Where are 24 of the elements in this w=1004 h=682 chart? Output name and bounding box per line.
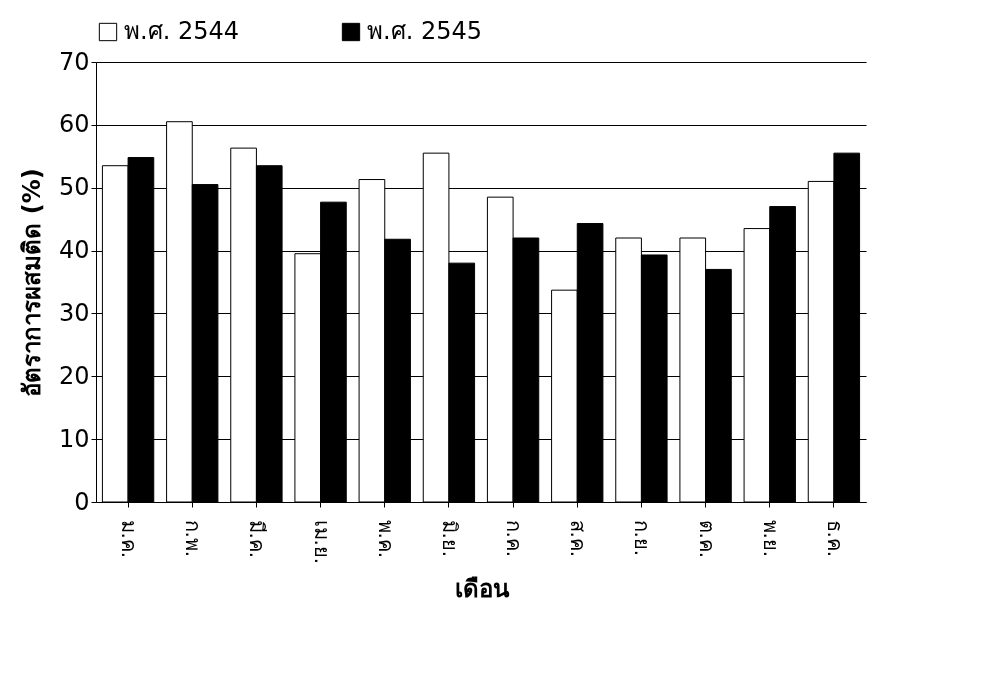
y-tick-label: 10 — [58, 424, 90, 453]
x-tick-label: ก.ค. — [502, 519, 527, 558]
x-tick-label: ก.พ. — [181, 519, 206, 558]
x-tick-label: ส.ค. — [566, 519, 591, 558]
x-tick-label: เม.ย. — [309, 519, 334, 565]
x-axis-title: เดือน — [454, 575, 510, 604]
x-tick-label: มี.ค. — [245, 519, 270, 559]
x-tick-label: ต.ค. — [694, 519, 719, 559]
y-tick-label: 0 — [74, 487, 90, 516]
y-tick-label: 30 — [58, 298, 90, 327]
x-tick-label: มิ.ย. — [437, 519, 462, 558]
y-tick-label: 70 — [58, 47, 90, 76]
y-tick-label: 50 — [58, 173, 90, 202]
x-tick-label: ม.ค. — [117, 519, 142, 559]
legend-label: พ.ศ. 2545 — [367, 17, 482, 45]
y-tick-label: 40 — [58, 236, 90, 265]
x-tick-label: ก.ย. — [630, 519, 655, 557]
y-tick-label: 20 — [58, 361, 90, 390]
y-tick-label: 60 — [58, 110, 90, 139]
x-tick-label: ธ.ค. — [822, 519, 847, 558]
x-tick-label: พ.ค. — [373, 519, 398, 559]
legend-label: พ.ศ. 2544 — [124, 17, 239, 45]
y-axis-title: อัตราการผสมติด (%) — [17, 168, 46, 397]
x-tick-label: พ.ย. — [758, 519, 783, 558]
